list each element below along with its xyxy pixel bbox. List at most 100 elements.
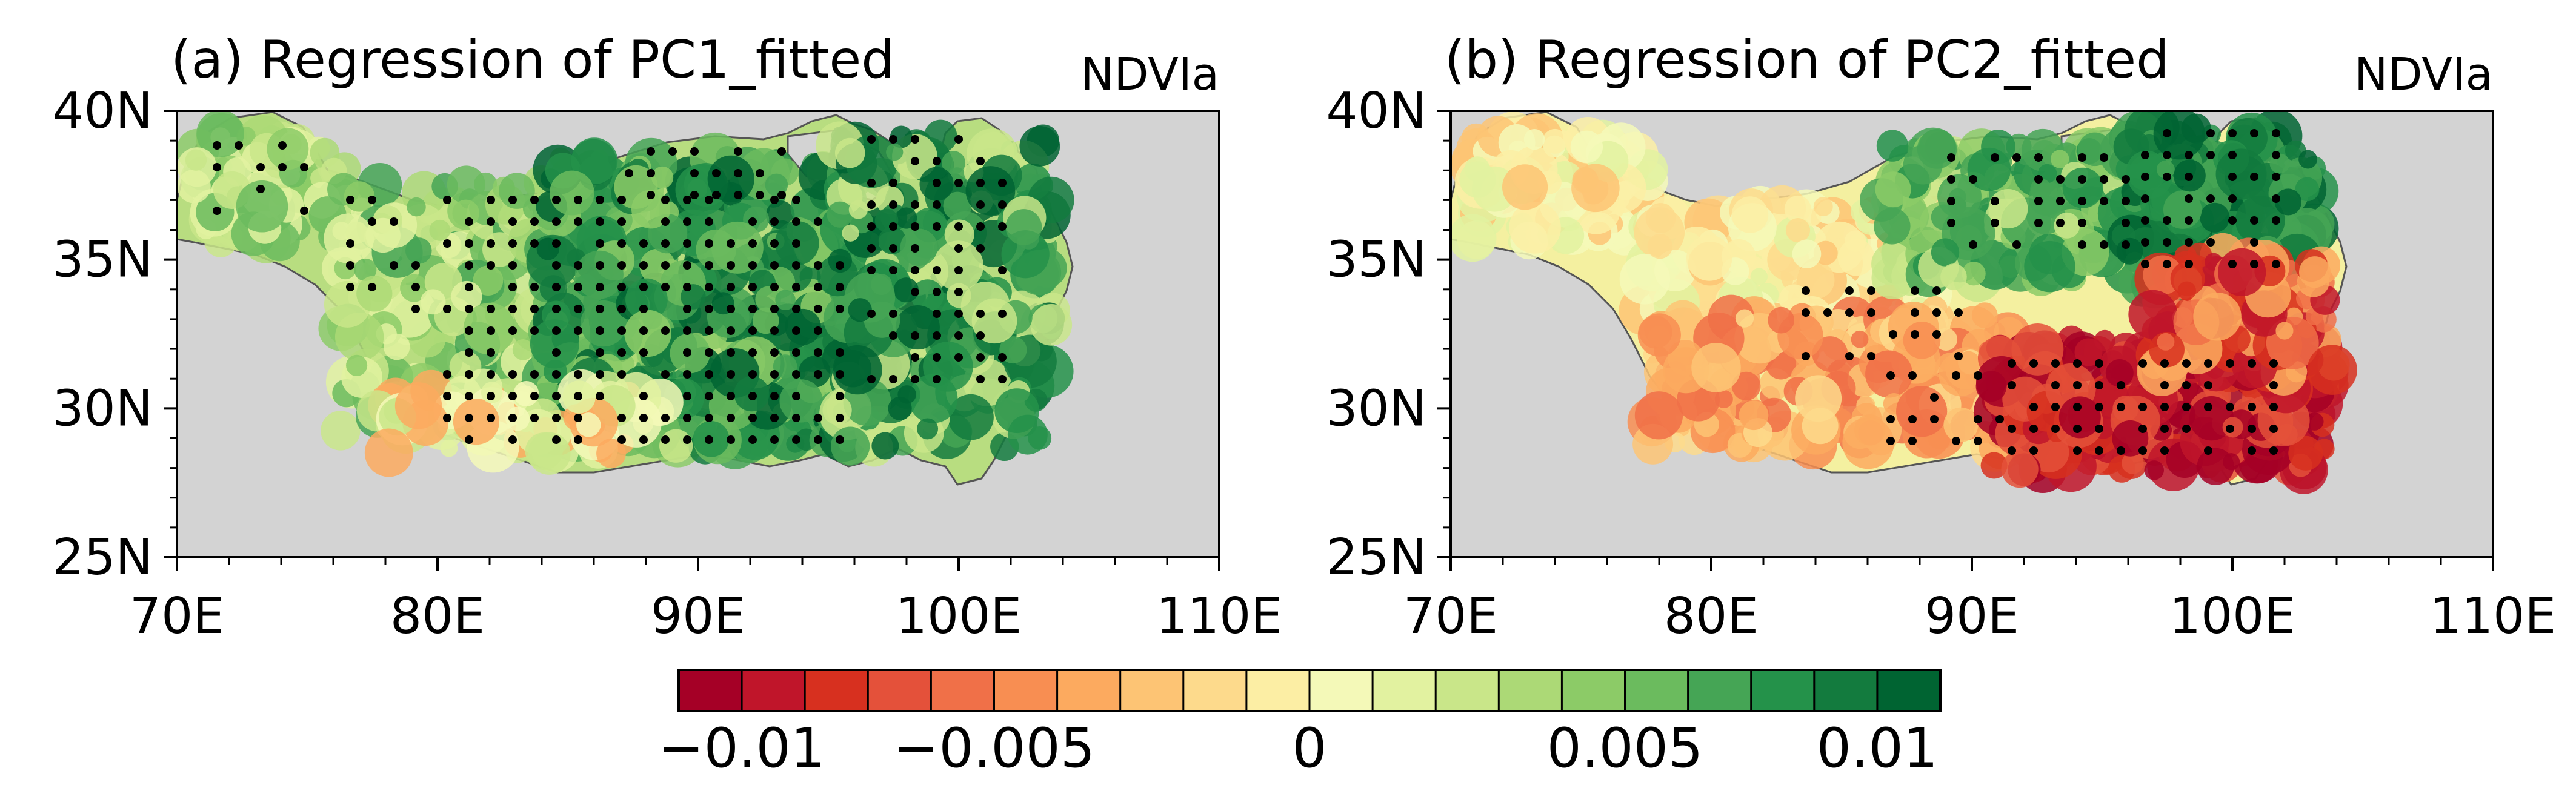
field-blob — [2144, 460, 2164, 480]
significance-dot — [2228, 216, 2237, 225]
significance-dot — [770, 326, 779, 335]
significance-dot — [933, 353, 941, 362]
significance-dot — [2122, 219, 2130, 227]
significance-dot — [2272, 260, 2280, 268]
significance-dot — [443, 414, 451, 422]
field-blob — [994, 388, 1040, 434]
significance-dot — [1886, 371, 1895, 380]
significance-dot — [639, 305, 648, 313]
significance-dot — [508, 217, 517, 226]
significance-dot — [552, 370, 561, 379]
significance-dot — [465, 348, 473, 357]
significance-dot — [1867, 308, 1875, 317]
significance-dot — [1802, 308, 1810, 317]
significance-dot — [2185, 173, 2193, 181]
significance-dot — [954, 244, 963, 253]
significance-dot — [748, 239, 757, 248]
significance-dot — [574, 305, 582, 313]
significance-dot — [976, 222, 985, 231]
significance-dot — [867, 200, 876, 209]
significance-dot — [552, 348, 561, 357]
significance-dot — [300, 207, 308, 215]
significance-dot — [734, 191, 742, 199]
significance-dot — [2141, 173, 2149, 181]
field-blob — [1509, 202, 1561, 254]
field-blob — [394, 382, 442, 429]
significance-dot — [748, 217, 757, 226]
significance-dot — [889, 331, 897, 340]
significance-dot — [836, 348, 844, 357]
field-blob — [2288, 435, 2323, 471]
colorbar-swatch — [994, 670, 1058, 711]
significance-dot — [1867, 352, 1875, 360]
colorbar-swatch — [1688, 670, 1752, 711]
significance-dot — [748, 348, 757, 357]
significance-dot — [954, 222, 963, 231]
field-blob — [2011, 323, 2064, 376]
significance-dot — [683, 392, 691, 400]
panel-b-title: (b) Regression of PC2_fitted — [1445, 30, 2169, 90]
field-blob — [576, 412, 601, 437]
significance-dot — [792, 196, 800, 204]
significance-dot — [617, 435, 626, 444]
significance-dot — [2163, 151, 2171, 159]
significance-dot — [976, 200, 985, 209]
field-blob — [453, 399, 499, 445]
significance-dot — [278, 141, 287, 150]
significance-dot — [1954, 352, 1963, 360]
colorbar-swatch — [1120, 670, 1184, 711]
colorbar: −0.01 −0.005 0 0.005 0.01 — [658, 669, 1942, 780]
field-blob — [893, 277, 919, 303]
significance-dot — [954, 310, 963, 318]
significance-dot — [2182, 425, 2191, 433]
significance-dot — [508, 239, 517, 248]
significance-dot — [487, 239, 495, 248]
field-blob — [1842, 417, 1894, 469]
significance-dot — [639, 261, 648, 270]
lat-tick-label: 40N — [52, 82, 153, 140]
field-blob — [1459, 161, 1496, 198]
significance-dot — [954, 331, 963, 340]
field-blob — [2001, 450, 2039, 488]
significance-dot — [836, 305, 844, 313]
significance-dot — [2100, 153, 2108, 162]
field-blob — [365, 217, 401, 253]
field-blob — [1813, 197, 1833, 217]
significance-dot — [2138, 403, 2147, 411]
significance-dot — [867, 310, 876, 318]
significance-dot — [748, 414, 757, 422]
lon-tick-label: 100E — [896, 588, 1022, 645]
significance-dot — [1991, 153, 1999, 162]
field-blob — [911, 279, 944, 313]
field-blob — [1619, 254, 1671, 305]
significance-dot — [487, 414, 495, 422]
colorbar-swatch — [1310, 670, 1373, 711]
significance-dot — [2034, 153, 2043, 162]
significance-dot — [2272, 129, 2280, 137]
colorbar-swatch — [742, 670, 805, 711]
significance-dot — [2185, 216, 2193, 225]
field-blob — [1940, 263, 1967, 290]
significance-dot — [2073, 403, 2082, 411]
significance-dot — [705, 370, 713, 379]
significance-dot — [2272, 216, 2280, 225]
significance-dot — [770, 414, 779, 422]
significance-dot — [552, 435, 561, 444]
field-blob — [799, 356, 831, 388]
significance-dot — [2051, 425, 2060, 433]
significance-dot — [2034, 197, 2043, 205]
significance-dot — [933, 266, 941, 274]
significance-dot — [770, 348, 779, 357]
significance-dot — [2226, 359, 2234, 368]
colorbar-swatch — [1625, 670, 1689, 711]
field-blob — [1502, 164, 1548, 210]
significance-dot — [2250, 216, 2258, 225]
significance-dot — [756, 169, 764, 177]
field-blob — [1768, 306, 1795, 334]
significance-dot — [2078, 175, 2086, 184]
significance-dot — [596, 348, 604, 357]
significance-dot — [748, 283, 757, 291]
significance-dot — [574, 217, 582, 226]
significance-dot — [954, 266, 963, 274]
